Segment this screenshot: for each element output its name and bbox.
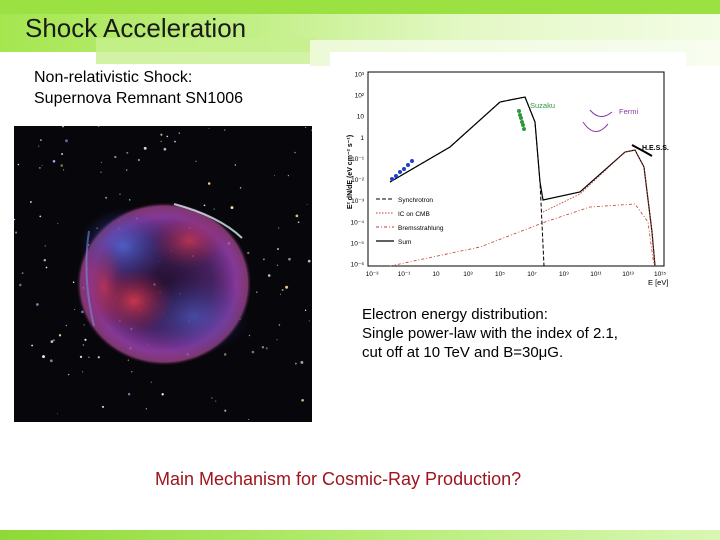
y-tick-label: 10⁻² <box>351 177 365 184</box>
fermi-label: Fermi <box>619 107 638 116</box>
legend-sum: Sum <box>398 239 411 246</box>
x-tick-label: 10⁵ <box>495 271 505 278</box>
y-tick-label: 1 <box>360 135 364 142</box>
x-axis-label: E [eV] <box>648 278 668 287</box>
sed-plot: E² dN/dE (eV cm⁻² s⁻¹) E [eV] 10³10²1011… <box>330 52 686 292</box>
x-tick-label: 10¹³ <box>622 271 634 278</box>
caption-line-1: Electron energy distribution: <box>362 306 548 323</box>
caption-line-2: Single power-law with the index of 2.1, <box>362 325 618 342</box>
main-question: Main Mechanism for Cosmic-Ray Production… <box>155 469 522 489</box>
plot-frame <box>367 71 665 267</box>
y-tick-label: 10⁻⁵ <box>351 240 365 247</box>
y-tick-label: 10² <box>355 93 365 100</box>
y-tick-label: 10⁻⁴ <box>351 219 365 226</box>
caption-line-3: cut off at 10 TeV and B=30μG. <box>362 344 564 361</box>
legend-bremsstrahlung: Bremsstrahlung <box>398 225 444 232</box>
y-axis-label: E² dN/dE (eV cm⁻² s⁻¹) <box>347 135 354 209</box>
subtitle-line-2: Supernova Remnant SN1006 <box>34 90 244 107</box>
x-tick-label: 10¹⁵ <box>654 271 666 278</box>
fermi-upper-limits <box>582 109 613 132</box>
legend-synchrotron: Synchrotron <box>398 197 433 204</box>
suzaku-label: Suzaku <box>530 101 555 110</box>
hess-spectrum <box>631 144 653 157</box>
x-tick-label: 10 <box>432 271 440 278</box>
y-tick-label: 10 <box>357 114 365 121</box>
legend-ic-cmb: IC on CMB <box>398 211 430 218</box>
x-tick-label: 10⁻³ <box>366 271 380 278</box>
y-tick-labels: 10³ 10² 10 1 10⁻¹ 10⁻² 10⁻³ 10⁻⁴ 10⁻⁵ 10⁻⁶ <box>351 72 365 269</box>
y-tick-label: 10⁻³ <box>351 198 365 205</box>
y-tick-label: 10⁻⁶ <box>351 262 365 269</box>
x-tick-label: 10¹¹ <box>590 271 602 278</box>
y-tick-label: 10³ <box>355 72 365 79</box>
footer-bar <box>0 530 720 540</box>
banner-top-band <box>0 0 720 14</box>
x-tick-label: 10⁹ <box>559 271 569 278</box>
banner-tile <box>96 38 316 64</box>
supernova-remnant-image <box>14 126 312 422</box>
plot-legend: Synchrotron IC on CMB Bremsstrahlung Sum <box>376 197 444 246</box>
x-tick-labels: 10⁻³ 10⁻¹ 10 10³ 10⁵ 10⁷ 10⁹ 10¹¹ 10¹³ 10¹⁵ <box>366 271 667 278</box>
radio-points <box>390 159 414 181</box>
y-tick-label: 10⁻¹ <box>351 156 365 163</box>
hess-label: H.E.S.S. <box>642 145 669 152</box>
synchrotron-curve <box>389 96 545 267</box>
subtitle-line-1: Non-relativistic Shock: <box>34 69 193 86</box>
x-tick-label: 10⁷ <box>527 271 537 278</box>
subtitle: Non-relativistic Shock: Supernova Remnan… <box>34 67 243 109</box>
x-tick-label: 10³ <box>463 271 473 278</box>
bremsstrahlung-curve <box>389 203 655 267</box>
slide-title: Shock Acceleration <box>25 13 247 43</box>
suzaku-points <box>517 109 526 131</box>
electron-distribution-caption: Electron energy distribution: Single pow… <box>362 305 618 362</box>
x-tick-label: 10⁻¹ <box>398 271 412 278</box>
